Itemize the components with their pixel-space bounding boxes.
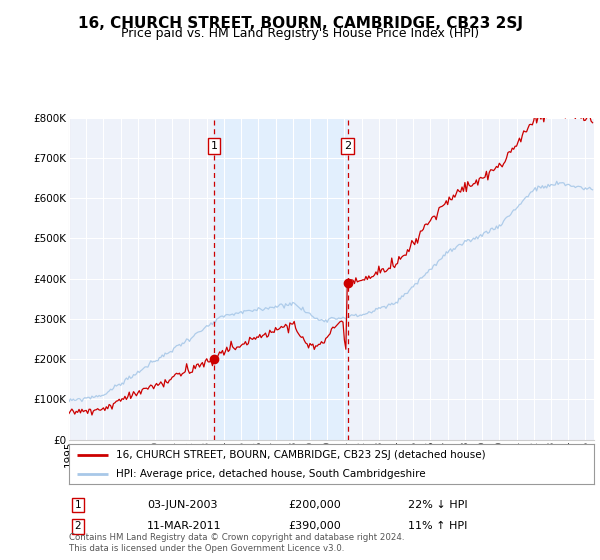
Text: £390,000: £390,000 (288, 521, 341, 531)
Text: Contains HM Land Registry data © Crown copyright and database right 2024.
This d: Contains HM Land Registry data © Crown c… (69, 533, 404, 553)
Bar (214, 118, 347, 440)
Text: HPI: Average price, detached house, South Cambridgeshire: HPI: Average price, detached house, Sout… (116, 469, 426, 478)
Text: 2: 2 (344, 141, 351, 151)
Text: 11-MAR-2011: 11-MAR-2011 (147, 521, 221, 531)
Text: 1: 1 (211, 141, 217, 151)
Text: 22% ↓ HPI: 22% ↓ HPI (408, 500, 467, 510)
Text: 16, CHURCH STREET, BOURN, CAMBRIDGE, CB23 2SJ (detached house): 16, CHURCH STREET, BOURN, CAMBRIDGE, CB2… (116, 450, 486, 460)
Text: 03-JUN-2003: 03-JUN-2003 (147, 500, 218, 510)
Text: 2: 2 (74, 521, 82, 531)
Text: £200,000: £200,000 (288, 500, 341, 510)
Text: 16, CHURCH STREET, BOURN, CAMBRIDGE, CB23 2SJ: 16, CHURCH STREET, BOURN, CAMBRIDGE, CB2… (77, 16, 523, 31)
Text: 11% ↑ HPI: 11% ↑ HPI (408, 521, 467, 531)
Text: 1: 1 (74, 500, 82, 510)
Text: Price paid vs. HM Land Registry's House Price Index (HPI): Price paid vs. HM Land Registry's House … (121, 27, 479, 40)
